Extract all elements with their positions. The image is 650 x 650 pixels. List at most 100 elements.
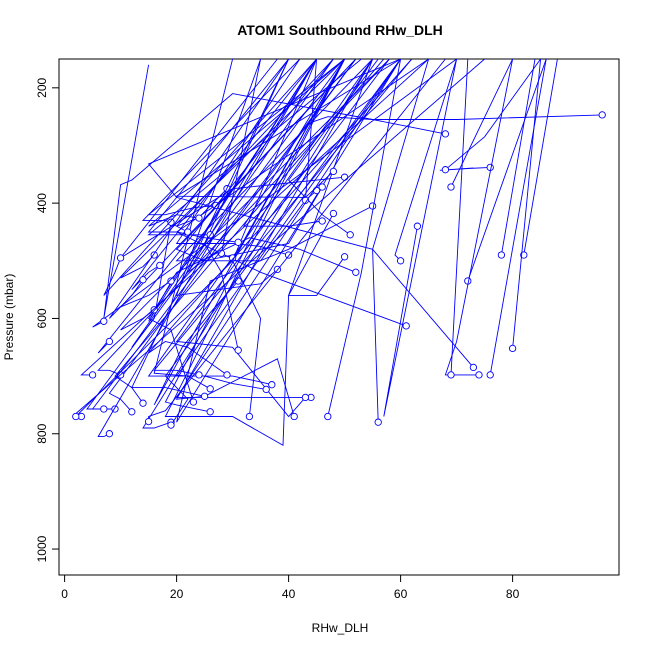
series-line-48 — [153, 59, 234, 390]
series-line-45 — [147, 59, 345, 216]
series-point-48 — [206, 385, 214, 393]
series-point-51 — [195, 214, 203, 222]
x-axis: 0 20 40 60 80 — [61, 574, 520, 601]
series-point-54 — [167, 218, 175, 226]
series-line-12 — [450, 59, 469, 375]
series-line-29 — [327, 59, 402, 417]
y-tick-label: 800 — [35, 423, 49, 443]
series-point-25 — [318, 183, 326, 191]
series-point-52 — [189, 398, 198, 406]
series-point-23 — [318, 217, 326, 225]
series-line-11 — [489, 59, 547, 375]
series-line-27 — [175, 59, 401, 198]
series-line-55 — [120, 59, 357, 308]
series-point-69 — [105, 430, 114, 438]
series-line-4 — [450, 59, 514, 188]
series-line-16 — [383, 59, 458, 417]
series-line-68 — [97, 59, 334, 354]
series-point-55 — [167, 277, 175, 285]
series-point-72 — [88, 371, 97, 379]
series-point-37 — [245, 412, 254, 421]
series-point-47 — [206, 408, 214, 416]
series-line-6 — [500, 59, 536, 256]
series-layer — [72, 59, 606, 447]
series-point-31 — [301, 393, 310, 402]
series-point-2 — [486, 163, 494, 172]
series-line-3 — [445, 59, 541, 171]
y-axis: 200 400 600 800 1000 — [35, 77, 60, 562]
y-tick-label: 400 — [35, 193, 49, 213]
series-point-28 — [340, 173, 349, 181]
x-tick-label: 0 — [61, 587, 68, 601]
series-line-44 — [220, 59, 262, 254]
series-point-9 — [469, 363, 478, 372]
series-point-49 — [200, 392, 209, 400]
series-line-7 — [512, 59, 542, 349]
series-point-10 — [475, 371, 483, 379]
series-point-57 — [167, 421, 175, 429]
series-point-63 — [139, 399, 147, 407]
series-line-73 — [75, 59, 485, 417]
series-point-65 — [116, 254, 125, 262]
series-point-4 — [447, 183, 455, 191]
series-line-10 — [444, 59, 514, 376]
x-tick-label: 40 — [282, 587, 296, 601]
chart-title: ATOM1 Southbound RHw_DLH — [237, 22, 443, 38]
series-line-53 — [141, 59, 301, 233]
y-axis-label: Pressure (mbar) — [2, 274, 16, 361]
series-line-5 — [523, 59, 558, 256]
series-line-21 — [287, 59, 374, 296]
x-tick-label: 60 — [394, 587, 408, 601]
series-line-15 — [394, 59, 458, 262]
series-point-32 — [290, 412, 298, 421]
x-tick-label: 80 — [506, 587, 520, 601]
series-line-62 — [109, 59, 289, 319]
series-line-57 — [164, 59, 401, 426]
series-point-74 — [72, 412, 80, 421]
series-point-27 — [329, 167, 338, 176]
series-point-7 — [508, 344, 517, 353]
series-point-68 — [105, 337, 114, 346]
series-line-63 — [114, 59, 385, 404]
series-point-43 — [223, 371, 231, 379]
series-line-60 — [120, 59, 345, 279]
series-point-18 — [368, 202, 377, 210]
series-point-62 — [139, 276, 147, 284]
y-tick-label: 1000 — [35, 535, 49, 562]
series-line-72 — [80, 59, 429, 376]
series-point-70 — [100, 317, 108, 325]
series-line-56 — [142, 59, 373, 429]
series-line-2 — [439, 166, 491, 171]
series-point-58 — [156, 261, 164, 270]
series-point-40 — [234, 238, 242, 246]
series-point-64 — [128, 408, 136, 416]
series-line-37 — [232, 59, 318, 417]
series-line-31 — [175, 59, 390, 418]
series-line-17 — [372, 59, 430, 423]
series-point-1 — [598, 111, 606, 119]
y-tick-label: 600 — [35, 308, 49, 328]
series-point-35 — [268, 381, 276, 389]
series-line-70 — [92, 59, 457, 328]
series-line-18 — [176, 59, 401, 423]
series-line-30 — [175, 59, 401, 398]
series-line-8 — [467, 59, 547, 282]
series-point-19 — [352, 268, 360, 276]
series-line-66 — [97, 59, 390, 376]
series-point-17 — [374, 418, 382, 426]
series-line-13 — [103, 64, 446, 319]
series-point-15 — [396, 257, 405, 265]
series-line-39 — [153, 59, 345, 406]
plot-frame — [58, 58, 620, 576]
series-line-65 — [103, 59, 317, 296]
series-point-12 — [447, 371, 455, 379]
series-point-11 — [486, 371, 494, 379]
series-line-35 — [175, 59, 401, 386]
series-point-22 — [329, 209, 338, 218]
series-point-38 — [234, 346, 242, 354]
series-point-29 — [324, 412, 332, 421]
y-tick-label: 200 — [35, 77, 49, 97]
series-point-3 — [441, 166, 450, 174]
series-point-71 — [100, 405, 108, 413]
